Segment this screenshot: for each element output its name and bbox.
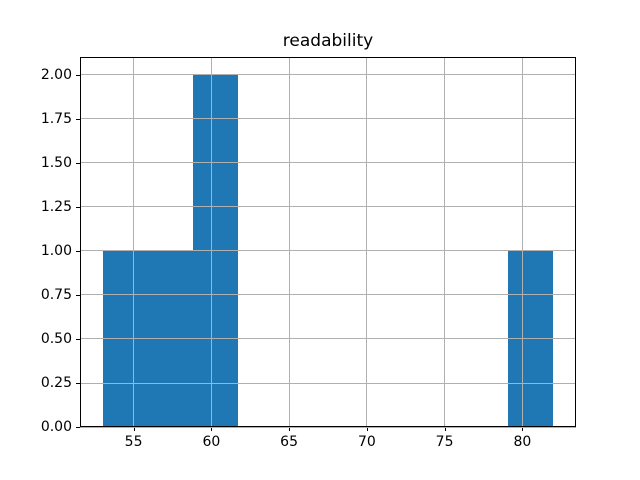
gridline-vertical	[288, 57, 290, 427]
x-tick-mark	[289, 427, 291, 431]
y-tick-label: 2.00	[40, 66, 72, 83]
gridline-vertical	[521, 57, 523, 427]
y-tick-label: 0.50	[40, 330, 72, 347]
gridline-horizontal	[80, 426, 576, 428]
y-tick-mark	[76, 162, 80, 164]
gridline-horizontal	[80, 162, 576, 164]
y-tick-mark	[76, 383, 80, 384]
y-tick-mark	[76, 118, 80, 120]
x-tick-label: 65	[280, 434, 299, 450]
y-tick-label: 1.00	[40, 242, 72, 259]
gridline-vertical	[210, 57, 212, 427]
gridline-horizontal	[80, 338, 576, 340]
grid-layer	[80, 57, 576, 428]
y-tick-label: 0.25	[40, 375, 72, 391]
y-tick-mark	[76, 74, 80, 76]
x-tick-mark	[211, 427, 213, 431]
y-tick-label: 1.25	[40, 198, 72, 215]
gridline-horizontal	[80, 74, 576, 76]
x-tick-mark	[444, 427, 446, 431]
x-tick-label: 60	[202, 434, 221, 450]
plot-area	[80, 57, 576, 428]
chart-title: readability	[282, 31, 374, 51]
gridline-vertical	[133, 57, 135, 427]
x-tick-label: 70	[357, 434, 376, 450]
y-tick-mark	[76, 338, 80, 340]
y-tick-label: 1.75	[40, 110, 72, 127]
x-tick-mark	[522, 427, 524, 431]
x-tick-label: 75	[435, 434, 454, 450]
y-tick-mark	[76, 250, 80, 252]
y-tick-label: 0.75	[40, 286, 72, 303]
gridline-vertical	[444, 57, 446, 427]
y-tick-mark	[76, 206, 80, 208]
gridline-horizontal	[80, 250, 576, 252]
gridline-vertical	[366, 57, 368, 427]
x-tick-label: 55	[124, 434, 143, 450]
gridline-horizontal	[80, 294, 576, 296]
x-tick-mark	[133, 427, 135, 431]
x-tick-label: 80	[513, 434, 532, 450]
gridline-horizontal	[80, 118, 576, 120]
y-tick-mark	[76, 427, 80, 428]
axes-frame	[80, 57, 576, 427]
y-tick-mark	[76, 294, 80, 296]
gridline-horizontal	[80, 382, 576, 384]
y-tick-label: 0.00	[40, 419, 72, 435]
x-tick-mark	[366, 427, 368, 431]
y-tick-label: 1.50	[40, 154, 72, 171]
gridline-horizontal	[80, 206, 576, 208]
